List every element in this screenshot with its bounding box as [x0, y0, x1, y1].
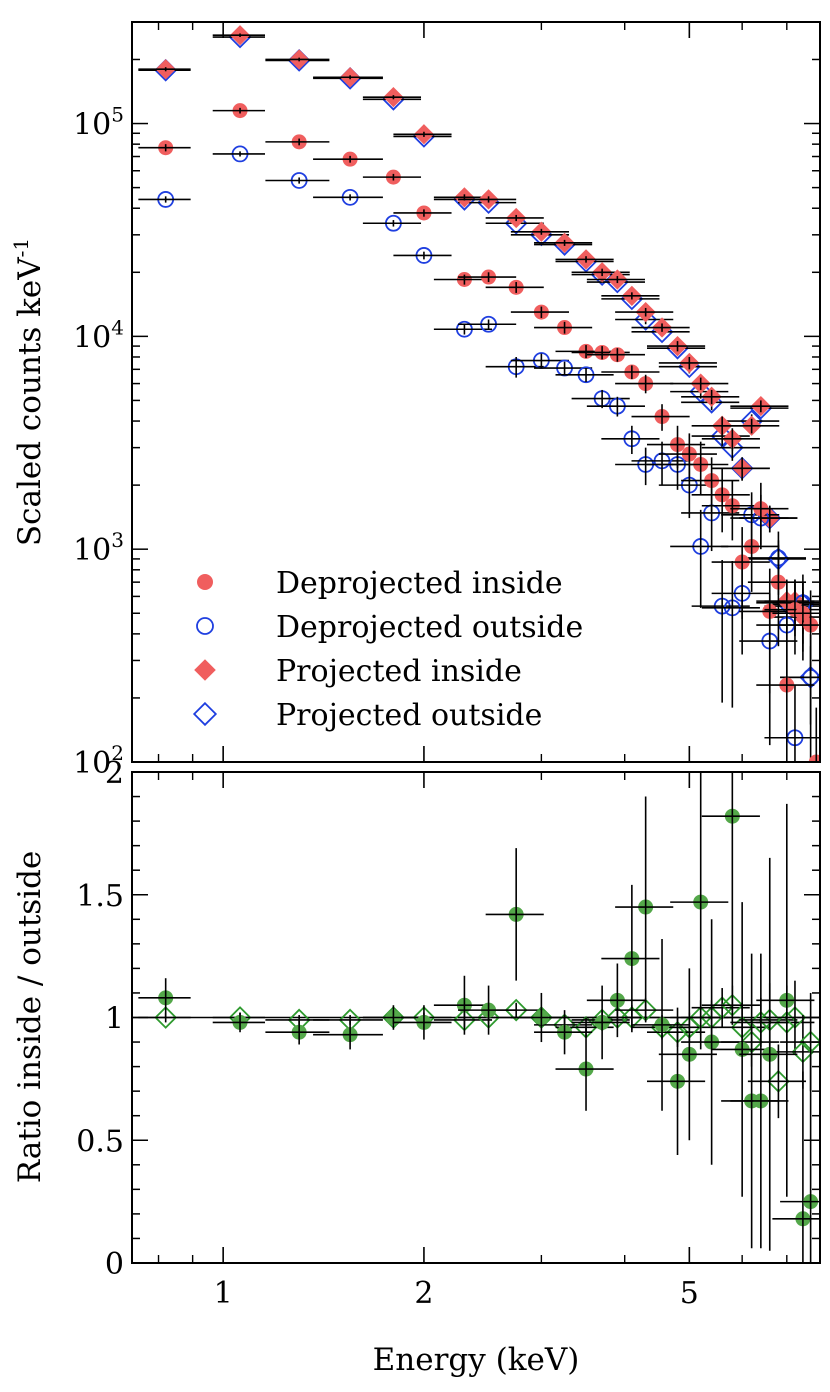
tick-exponent: 5	[111, 103, 124, 127]
x-tick-label: 2	[414, 1276, 433, 1311]
projected-ratio-point	[504, 998, 528, 1022]
x-tick-label: 5	[680, 1276, 699, 1311]
tick-exponent: 4	[111, 315, 124, 339]
legend-marker-3	[194, 659, 216, 681]
projected-outside-point	[634, 308, 658, 331]
bottom-y-axis-title: Ratio inside / outside	[12, 851, 48, 1184]
legend-label-4: Projected outside	[276, 698, 542, 733]
bottom-y-tick-label: 0.5	[76, 1124, 124, 1159]
legend-label-3: Projected inside	[276, 654, 522, 689]
y-axis-title-exponent: -1	[9, 238, 33, 257]
top-y-axis-title: Scaled counts keV-1	[9, 238, 48, 546]
legend-marker-1	[197, 574, 213, 590]
legend-label-1: Deprojected inside	[276, 566, 563, 601]
bottom-series-group	[138, 772, 820, 1263]
top-y-tick-label: 105	[73, 103, 124, 143]
x-tick-label: 1	[214, 1276, 233, 1311]
top-y-tick-label: 103	[73, 528, 124, 568]
bottom-y-tick-label: 1	[105, 1002, 124, 1037]
legend-label-2: Deprojected outside	[276, 610, 583, 645]
deprojected-inside-point	[808, 754, 820, 762]
x-axis-title: Energy (keV)	[373, 1342, 580, 1378]
top-y-tick-label: 104	[73, 315, 124, 355]
bottom-panel-frame	[131, 771, 821, 1264]
legend-marker-2	[196, 617, 214, 635]
top-panel-frame	[131, 21, 821, 763]
tick-exponent: 2	[111, 741, 124, 765]
bottom-y-tick-label: 2	[105, 756, 124, 791]
projected-ratio-point	[154, 1006, 178, 1029]
tick-exponent: 3	[111, 528, 124, 552]
legend-marker-4	[192, 701, 218, 727]
bottom-y-tick-label: 1.5	[76, 879, 124, 914]
bottom-y-tick-label: 0	[105, 1247, 124, 1282]
top-series-group	[138, 25, 820, 762]
